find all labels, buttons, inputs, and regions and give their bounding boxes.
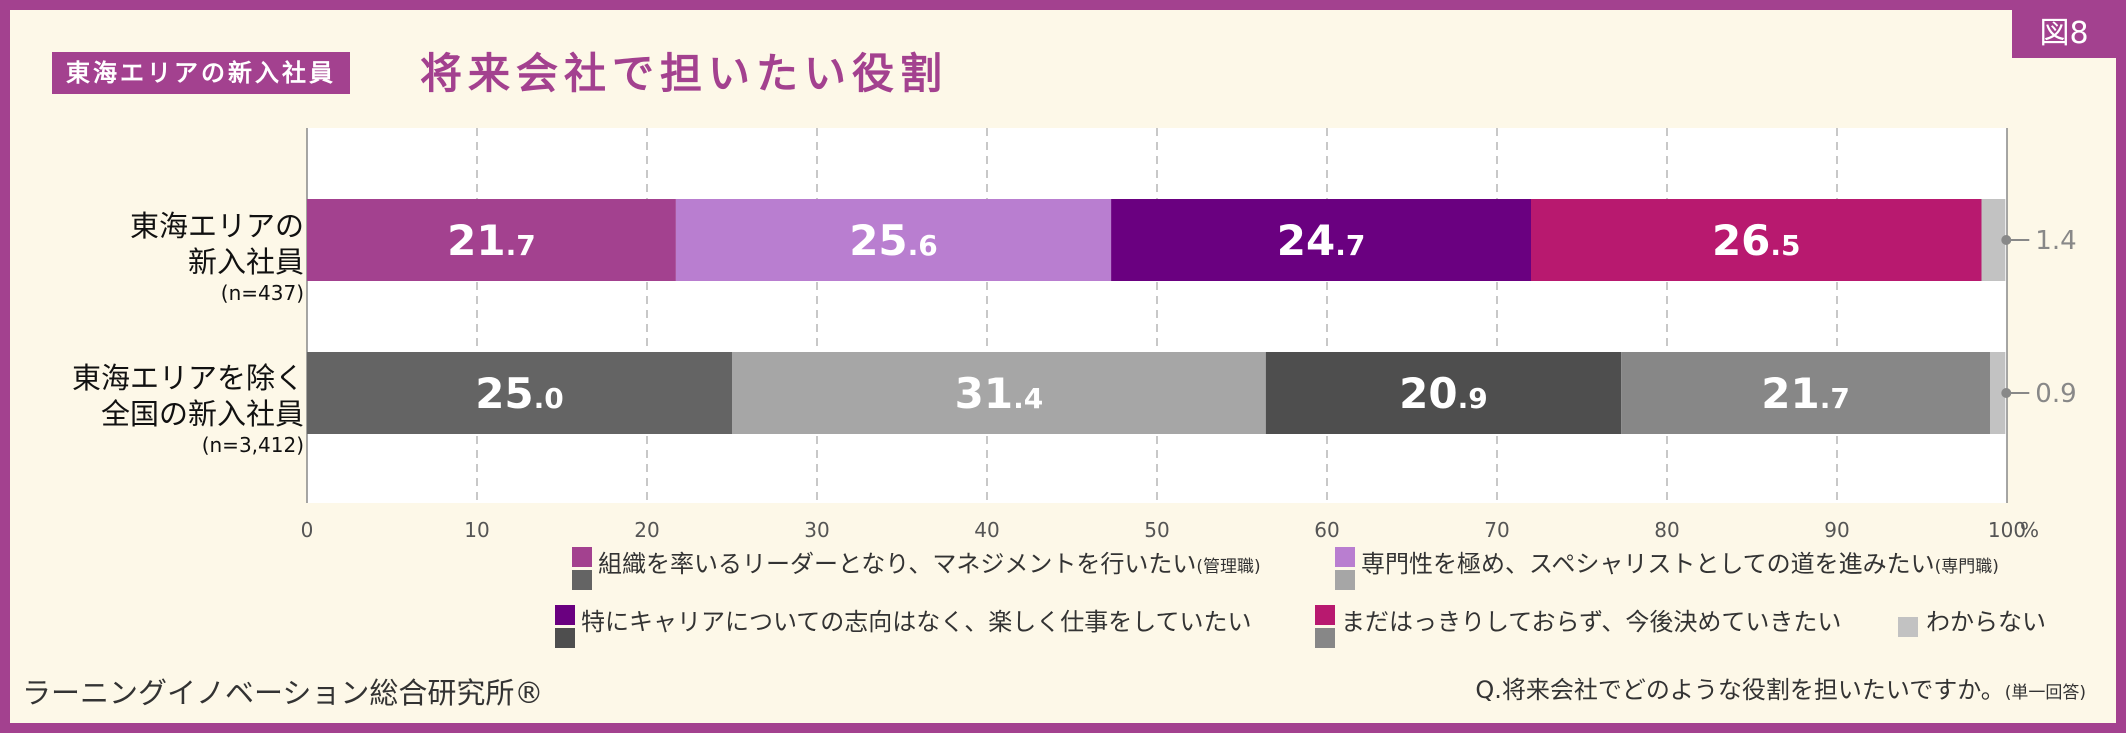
category-line2: 新入社員 bbox=[187, 245, 304, 279]
bar-value-label: 25.0 bbox=[475, 369, 564, 418]
x-tick-label: 80 bbox=[1654, 518, 1679, 542]
x-tick-label: 10 bbox=[464, 518, 489, 542]
small-value-label: 0.9 bbox=[2035, 379, 2076, 409]
bar-segment bbox=[1990, 352, 2006, 434]
bar-value-label: 21.7 bbox=[447, 216, 536, 265]
figure-frame: 図8 東海エリアの新入社員 将来会社で担いたい役割 東海エリアの 新入社員 (n… bbox=[10, 10, 2116, 723]
x-unit-label: % bbox=[2020, 518, 2039, 542]
category-n: (n=3,412) bbox=[201, 433, 304, 457]
bar-segment bbox=[1111, 199, 1531, 281]
category-line2: 全国の新入社員 bbox=[100, 397, 304, 431]
category-line1: 東海エリアの bbox=[129, 209, 304, 243]
bar-segment bbox=[1621, 352, 1990, 434]
x-tick-label: 100 bbox=[1988, 518, 2026, 542]
stacked-bar-chart: 0 10 20 30 40 50 60 70 80 90 100% 21.7 25.6 24.7 26.5 1… bbox=[301, 128, 2077, 542]
bar-segment bbox=[307, 199, 676, 281]
bar-value-label: 26.5 bbox=[1712, 216, 1801, 265]
source-credit: ラーニングイノベーション総合研究所® bbox=[22, 676, 544, 710]
bar-value-label: 25.6 bbox=[849, 216, 938, 265]
x-tick-label: 30 bbox=[804, 518, 829, 542]
x-tick-label: 50 bbox=[1144, 518, 1169, 542]
bar-segment bbox=[307, 352, 732, 434]
x-tick-label: 0 bbox=[301, 518, 314, 542]
chart-title: 将来会社で担いたい役割 bbox=[420, 49, 949, 98]
bar-value-label: 31.4 bbox=[955, 369, 1044, 418]
x-tick-label: 40 bbox=[974, 518, 999, 542]
x-tick-label: 90 bbox=[1824, 518, 1849, 542]
bar-segment bbox=[1531, 199, 1982, 281]
category-line1: 東海エリアを除く bbox=[71, 361, 304, 395]
survey-question: Q.将来会社でどのような役割を担いたいですか。(単一回答) bbox=[1475, 670, 2086, 705]
bar-value-label: 21.7 bbox=[1761, 369, 1850, 418]
subject-badge: 東海エリアの新入社員 bbox=[52, 52, 350, 94]
small-value-label: 1.4 bbox=[2035, 226, 2076, 256]
bar-value-label: 24.7 bbox=[1277, 216, 1366, 265]
question-text: Q.将来会社でどのような役割を担いたいですか。 bbox=[1475, 676, 2005, 704]
bar-segment bbox=[1265, 352, 1622, 434]
callout-dot bbox=[2001, 235, 2012, 245]
bar-segment bbox=[1981, 199, 2006, 281]
bar-segment bbox=[675, 199, 1112, 281]
figure-number-tag: 図8 bbox=[2012, 10, 2116, 58]
category-label-national: 東海エリアを除く 全国の新入社員 (n=3,412) bbox=[72, 360, 304, 458]
x-tick-label: 20 bbox=[634, 518, 659, 542]
x-tick-label: 70 bbox=[1484, 518, 1509, 542]
question-suffix: (単一回答) bbox=[2004, 683, 2086, 703]
category-n: (n=437) bbox=[220, 281, 304, 305]
bar-value-label: 20.9 bbox=[1399, 369, 1488, 418]
category-label-tokai: 東海エリアの 新入社員 (n=437) bbox=[130, 208, 304, 306]
bar-segment bbox=[732, 352, 1266, 434]
x-tick-label: 60 bbox=[1314, 518, 1339, 542]
callout-dot bbox=[2001, 388, 2012, 398]
